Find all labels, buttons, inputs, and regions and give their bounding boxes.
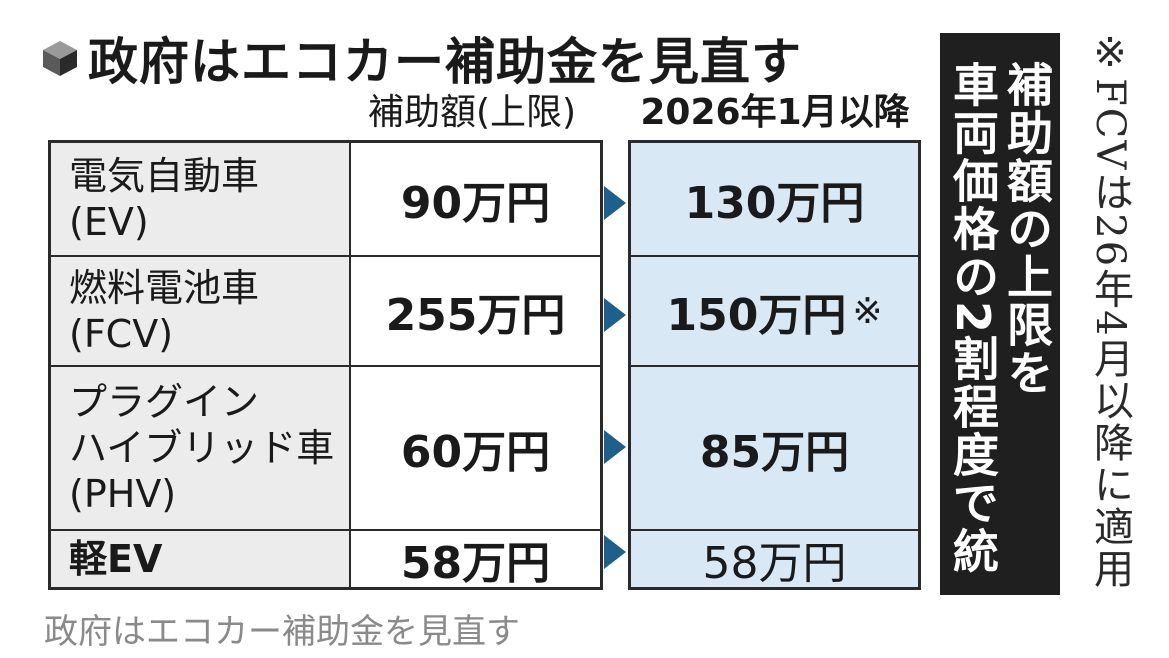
page-title: 政府はエコカー補助金を見直す [88, 33, 802, 91]
new-amount: 130万円 [684, 178, 865, 229]
vehicle-type-name-2: ハイブリッド車 [69, 426, 335, 470]
info-cube-icon [43, 41, 77, 76]
vehicle-type-name: 電気自動車 [69, 154, 260, 198]
title-row: 政府はエコカー補助金を見直す [40, 18, 802, 98]
table-row: 85万円 [631, 367, 918, 531]
new-amount: 58万円 [702, 538, 847, 589]
old-amount: 58万円 [400, 538, 551, 589]
vehicle-type-name: プラグイン [69, 380, 260, 424]
vehicle-type-cell: 電気自動車 (EV) [51, 143, 351, 255]
vehicle-type-cell: プラグイン ハイブリッド車 (PHV) [51, 367, 351, 529]
header-old-subsidy: 補助額(上限) [367, 92, 577, 133]
image-caption: 政府はエコカー補助金を見直す [44, 612, 520, 652]
footnote: ※FCVは26年4月以降に適用 [1087, 30, 1133, 590]
vehicle-type-cell: 軽EV [51, 531, 351, 587]
current-subsidy-table: 電気自動車 (EV) 90万円 燃料電池車 (FCV) 255万円 プラグイン … [48, 140, 603, 590]
table-row: 58万円 [631, 531, 918, 589]
note-mark: ※ [852, 290, 883, 332]
right-arrow-icon [604, 298, 626, 332]
new-amount: 150万円 [666, 290, 847, 341]
right-arrow-icon [604, 186, 626, 220]
new-amount-cell: 85万円 [631, 367, 918, 529]
old-amount: 255万円 [385, 290, 566, 341]
table-row: 130万円 [631, 143, 918, 257]
old-amount: 60万円 [400, 427, 551, 478]
header-new-subsidy: 2026年1月以降 [640, 92, 910, 133]
table-row: プラグイン ハイブリッド車 (PHV) 60万円 [51, 367, 600, 531]
new-amount: 85万円 [699, 427, 850, 478]
vehicle-type-abbr: (FCV) [69, 312, 174, 356]
right-arrow-icon [604, 430, 626, 464]
old-amount: 90万円 [400, 178, 551, 229]
table-row: 電気自動車 (EV) 90万円 [51, 143, 600, 257]
table-row: 150万円 ※ [631, 257, 918, 367]
vehicle-type-abbr: (EV) [69, 200, 149, 244]
vehicle-type-name: 燃料電池車 [69, 266, 260, 310]
new-amount-cell: 150万円 ※ [631, 257, 918, 365]
right-arrow-icon [604, 535, 626, 569]
vehicle-type-cell: 燃料電池車 (FCV) [51, 257, 351, 365]
banner-line-1: 補助額の上限を [1000, 61, 1054, 397]
table-row: 燃料電池車 (FCV) 255万円 [51, 257, 600, 367]
vehicle-type-name: 軽EV [69, 537, 163, 581]
banner-line-2: 車両価格の2割程度で統一 [946, 61, 1000, 624]
new-subsidy-table: 130万円 150万円 ※ 85万円 58万円 [628, 140, 921, 590]
new-amount-cell: 130万円 [631, 143, 918, 255]
table-row: 軽EV 58万円 [51, 531, 600, 589]
summary-banner: 補助額の上限を 車両価格の2割程度で統一 [940, 33, 1060, 623]
vehicle-type-abbr: (PHV) [69, 472, 177, 516]
new-amount-cell: 58万円 [631, 531, 918, 589]
